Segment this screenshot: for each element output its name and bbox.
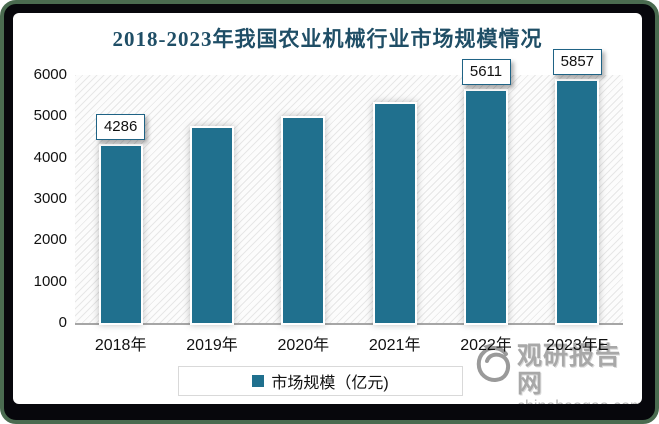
y-tick-label: 6000 bbox=[33, 66, 67, 83]
y-tick-label: 5000 bbox=[33, 107, 67, 125]
bar-value-label: 4286 bbox=[96, 113, 146, 140]
y-tick-label: 4000 bbox=[33, 148, 67, 166]
chart-canvas: 2018-2023年我国农业机械行业市场规模情况 市场规模（亿元) 观研报告网 … bbox=[13, 13, 642, 404]
bar bbox=[466, 91, 506, 323]
bar bbox=[374, 103, 415, 323]
bar bbox=[283, 118, 324, 323]
watermark-site-url: chinabaogao.com bbox=[517, 398, 642, 404]
plot-area bbox=[75, 75, 623, 323]
legend-box: 市场规模（亿元) bbox=[178, 366, 463, 396]
bar-value-label: 5611 bbox=[461, 59, 511, 86]
bar-value-label: 5857 bbox=[552, 48, 602, 75]
y-tick-label: 1000 bbox=[33, 272, 67, 290]
chart-title: 2018-2023年我国农业机械行业市场规模情况 bbox=[112, 27, 543, 51]
x-tick-label: 2019年 bbox=[186, 337, 238, 354]
y-tick-label: 3000 bbox=[33, 190, 67, 207]
y-tick-label: 2000 bbox=[33, 231, 67, 249]
x-tick-label: 2018年 bbox=[94, 337, 147, 354]
x-tick-label: 2021年 bbox=[368, 337, 421, 354]
bar bbox=[557, 80, 598, 323]
bar bbox=[100, 145, 141, 323]
bar bbox=[192, 128, 232, 323]
swirl-logo-icon bbox=[473, 342, 513, 393]
x-axis-line bbox=[75, 323, 623, 325]
legend-label: 市场规模（亿元) bbox=[271, 375, 389, 392]
watermark-site-name: 观研报告网 bbox=[517, 342, 622, 398]
y-tick-label: 0 bbox=[58, 314, 67, 331]
x-tick-label: 2022年 bbox=[460, 337, 512, 354]
x-tick-label: 2023年E bbox=[546, 337, 609, 354]
legend-swatch-icon bbox=[252, 375, 265, 387]
x-tick-label: 2020年 bbox=[277, 337, 330, 354]
watermark: 观研报告网 chinabaogao.com bbox=[473, 342, 642, 404]
